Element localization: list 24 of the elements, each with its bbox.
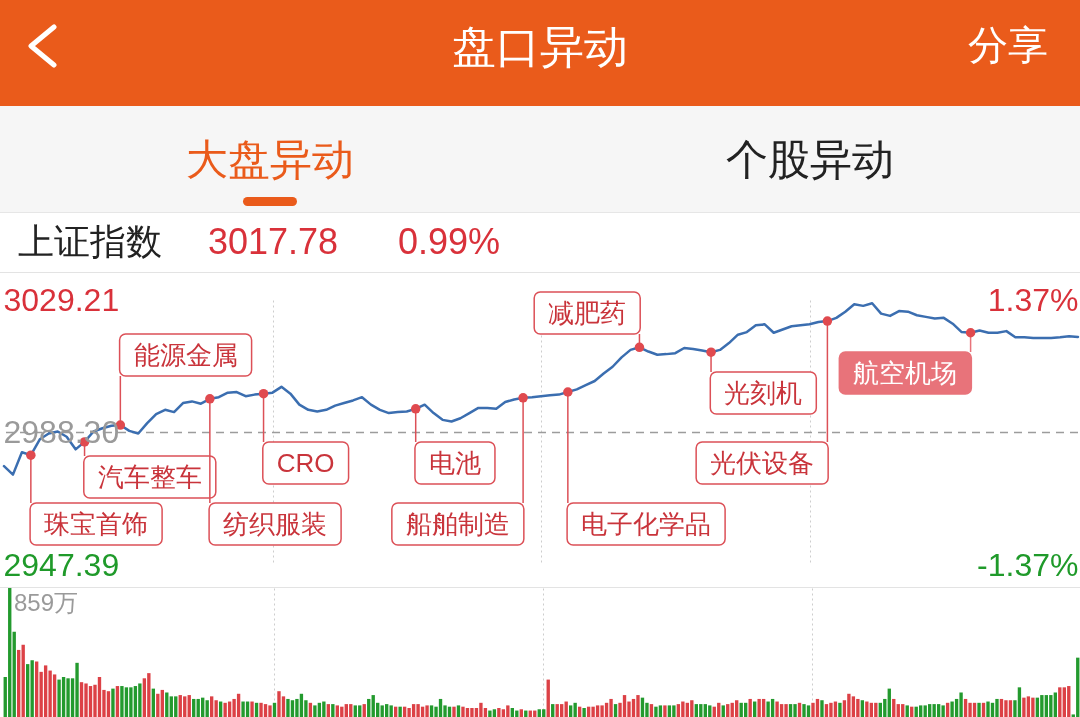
text: 0.99% bbox=[398, 221, 501, 262]
annotation: 航空机场 bbox=[853, 358, 958, 388]
annotation: 减肥药 bbox=[548, 298, 627, 328]
text: 大盘异动 bbox=[186, 136, 354, 183]
text: 3017.78 bbox=[208, 221, 339, 262]
text: 盘口异动 bbox=[452, 22, 628, 71]
y2-tick-label: -1.37% bbox=[977, 546, 1079, 583]
annotation: 光刻机 bbox=[724, 378, 803, 408]
annotation: 光伏设备 bbox=[710, 448, 815, 478]
text: 分享 bbox=[968, 23, 1048, 67]
annotation: 电池 bbox=[428, 448, 481, 478]
text: 个股异动 bbox=[726, 136, 894, 183]
annotation: 电子化学品 bbox=[581, 509, 712, 539]
annotation: 船舶制造 bbox=[405, 509, 510, 539]
text: 上证指数 bbox=[18, 221, 162, 262]
annotation: 能源金属 bbox=[133, 340, 238, 370]
annotation: 859万 bbox=[14, 589, 79, 616]
annotation: 纺织服装 bbox=[223, 509, 328, 539]
annotation: 汽车整车 bbox=[97, 462, 202, 492]
y-tick-label: 2947.39 bbox=[3, 546, 120, 583]
annotation: CRO bbox=[276, 448, 335, 478]
annotation: 珠宝首饰 bbox=[44, 509, 149, 539]
y2-tick-label: 1.37% bbox=[987, 281, 1079, 318]
y-tick-label: 3029.21 bbox=[3, 281, 120, 318]
